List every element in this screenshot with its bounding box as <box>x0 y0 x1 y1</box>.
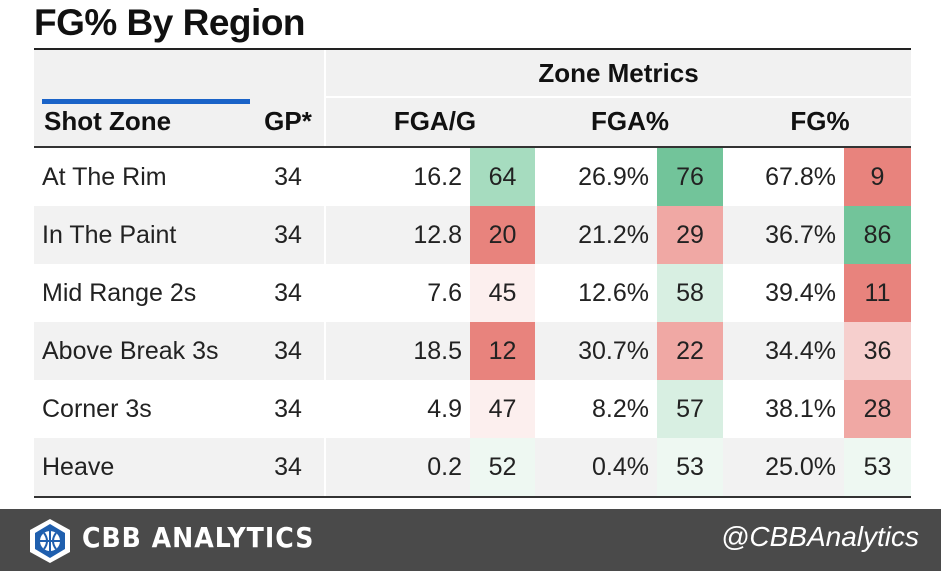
accent-bar <box>42 99 250 104</box>
fga-pct-rank: 22 <box>657 322 723 380</box>
table-row: Mid Range 2s 34 7.6 45 12.6% 58 39.4% 11 <box>34 264 911 322</box>
fga-pct-rank: 29 <box>657 206 723 264</box>
header-gp: GP* <box>264 106 312 136</box>
fg-pct: 36.7% <box>765 221 836 249</box>
zone-name: Mid Range 2s <box>42 279 197 307</box>
basketball-logo-icon <box>30 519 70 563</box>
games-played: 34 <box>274 337 302 365</box>
fga-pct-rank: 58 <box>657 264 723 322</box>
fg-pct-rank: 36 <box>844 322 911 380</box>
games-played: 34 <box>274 163 302 191</box>
table-header <box>34 50 911 147</box>
top-rule <box>34 48 911 50</box>
fga-per-game-rank: 52 <box>470 438 535 496</box>
table-row: In The Paint 34 12.8 20 21.2% 29 36.7% 86 <box>34 206 911 264</box>
fga-pct: 8.2% <box>592 395 649 423</box>
fga-pct: 21.2% <box>578 221 649 249</box>
zone-name: Above Break 3s <box>42 337 219 365</box>
fg-pct-rank: 9 <box>844 148 911 206</box>
chart-title: FG% By Region <box>34 2 306 43</box>
table-row: Heave 34 0.2 52 0.4% 53 25.0% 53 <box>34 438 911 496</box>
games-played: 34 <box>274 221 302 249</box>
header-separator <box>324 50 326 147</box>
games-played: 34 <box>274 279 302 307</box>
fga-pct-rank: 76 <box>657 148 723 206</box>
header-fg-pct: FG% <box>790 106 850 136</box>
table-row: Corner 3s 34 4.9 47 8.2% 57 38.1% 28 <box>34 380 911 438</box>
zone-name: In The Paint <box>42 221 177 249</box>
fga-pct: 26.9% <box>578 163 649 191</box>
fg-pct: 67.8% <box>765 163 836 191</box>
fg-pct-rank: 11 <box>844 264 911 322</box>
fg-pct-rank: 28 <box>844 380 911 438</box>
zone-name: Heave <box>42 453 115 481</box>
fg-pct: 38.1% <box>765 395 836 423</box>
games-played: 34 <box>274 395 302 423</box>
header-fga-g: FGA/G <box>393 106 477 136</box>
fga-per-game-rank: 12 <box>470 322 535 380</box>
zone-name: Corner 3s <box>42 395 152 423</box>
fga-per-game: 7.6 <box>427 279 462 307</box>
fga-pct: 12.6% <box>578 279 649 307</box>
fga-per-game-rank: 64 <box>470 148 535 206</box>
fga-pct-rank: 57 <box>657 380 723 438</box>
fga-per-game-rank: 47 <box>470 380 535 438</box>
social-handle: @CBBAnalytics <box>720 521 919 552</box>
header-rule <box>34 146 911 148</box>
zone-name: At The Rim <box>42 163 167 191</box>
fg-pct: 25.0% <box>765 453 836 481</box>
footer-bar: CBB ANALYTICS @CBBAnalytics <box>0 509 941 571</box>
table-row: At The Rim 34 16.2 64 26.9% 76 67.8% 9 <box>34 148 911 206</box>
header-shot-zone: Shot Zone <box>44 106 172 136</box>
fga-per-game: 4.9 <box>427 395 462 423</box>
header-fga-pct: FGA% <box>591 106 669 136</box>
column-separator <box>324 148 326 496</box>
table-row: Above Break 3s 34 18.5 12 30.7% 22 34.4% 36 <box>34 322 911 380</box>
fga-per-game: 0.2 <box>427 453 462 481</box>
bottom-rule <box>34 496 911 498</box>
fga-per-game: 12.8 <box>413 221 462 249</box>
fga-per-game-rank: 45 <box>470 264 535 322</box>
fg-pct: 34.4% <box>765 337 836 365</box>
fga-pct: 30.7% <box>578 337 649 365</box>
brand-name: CBB ANALYTICS <box>82 521 315 554</box>
fg-pct-rank: 86 <box>844 206 911 264</box>
fg-pct-rank: 53 <box>844 438 911 496</box>
fga-per-game-rank: 20 <box>470 206 535 264</box>
fga-pct: 0.4% <box>592 453 649 481</box>
fg-pct: 39.4% <box>765 279 836 307</box>
fga-per-game: 16.2 <box>413 163 462 191</box>
fga-per-game: 18.5 <box>413 337 462 365</box>
fga-pct-rank: 53 <box>657 438 723 496</box>
games-played: 34 <box>274 453 302 481</box>
group-underline <box>326 96 911 98</box>
column-group-label: Zone Metrics <box>538 58 699 88</box>
